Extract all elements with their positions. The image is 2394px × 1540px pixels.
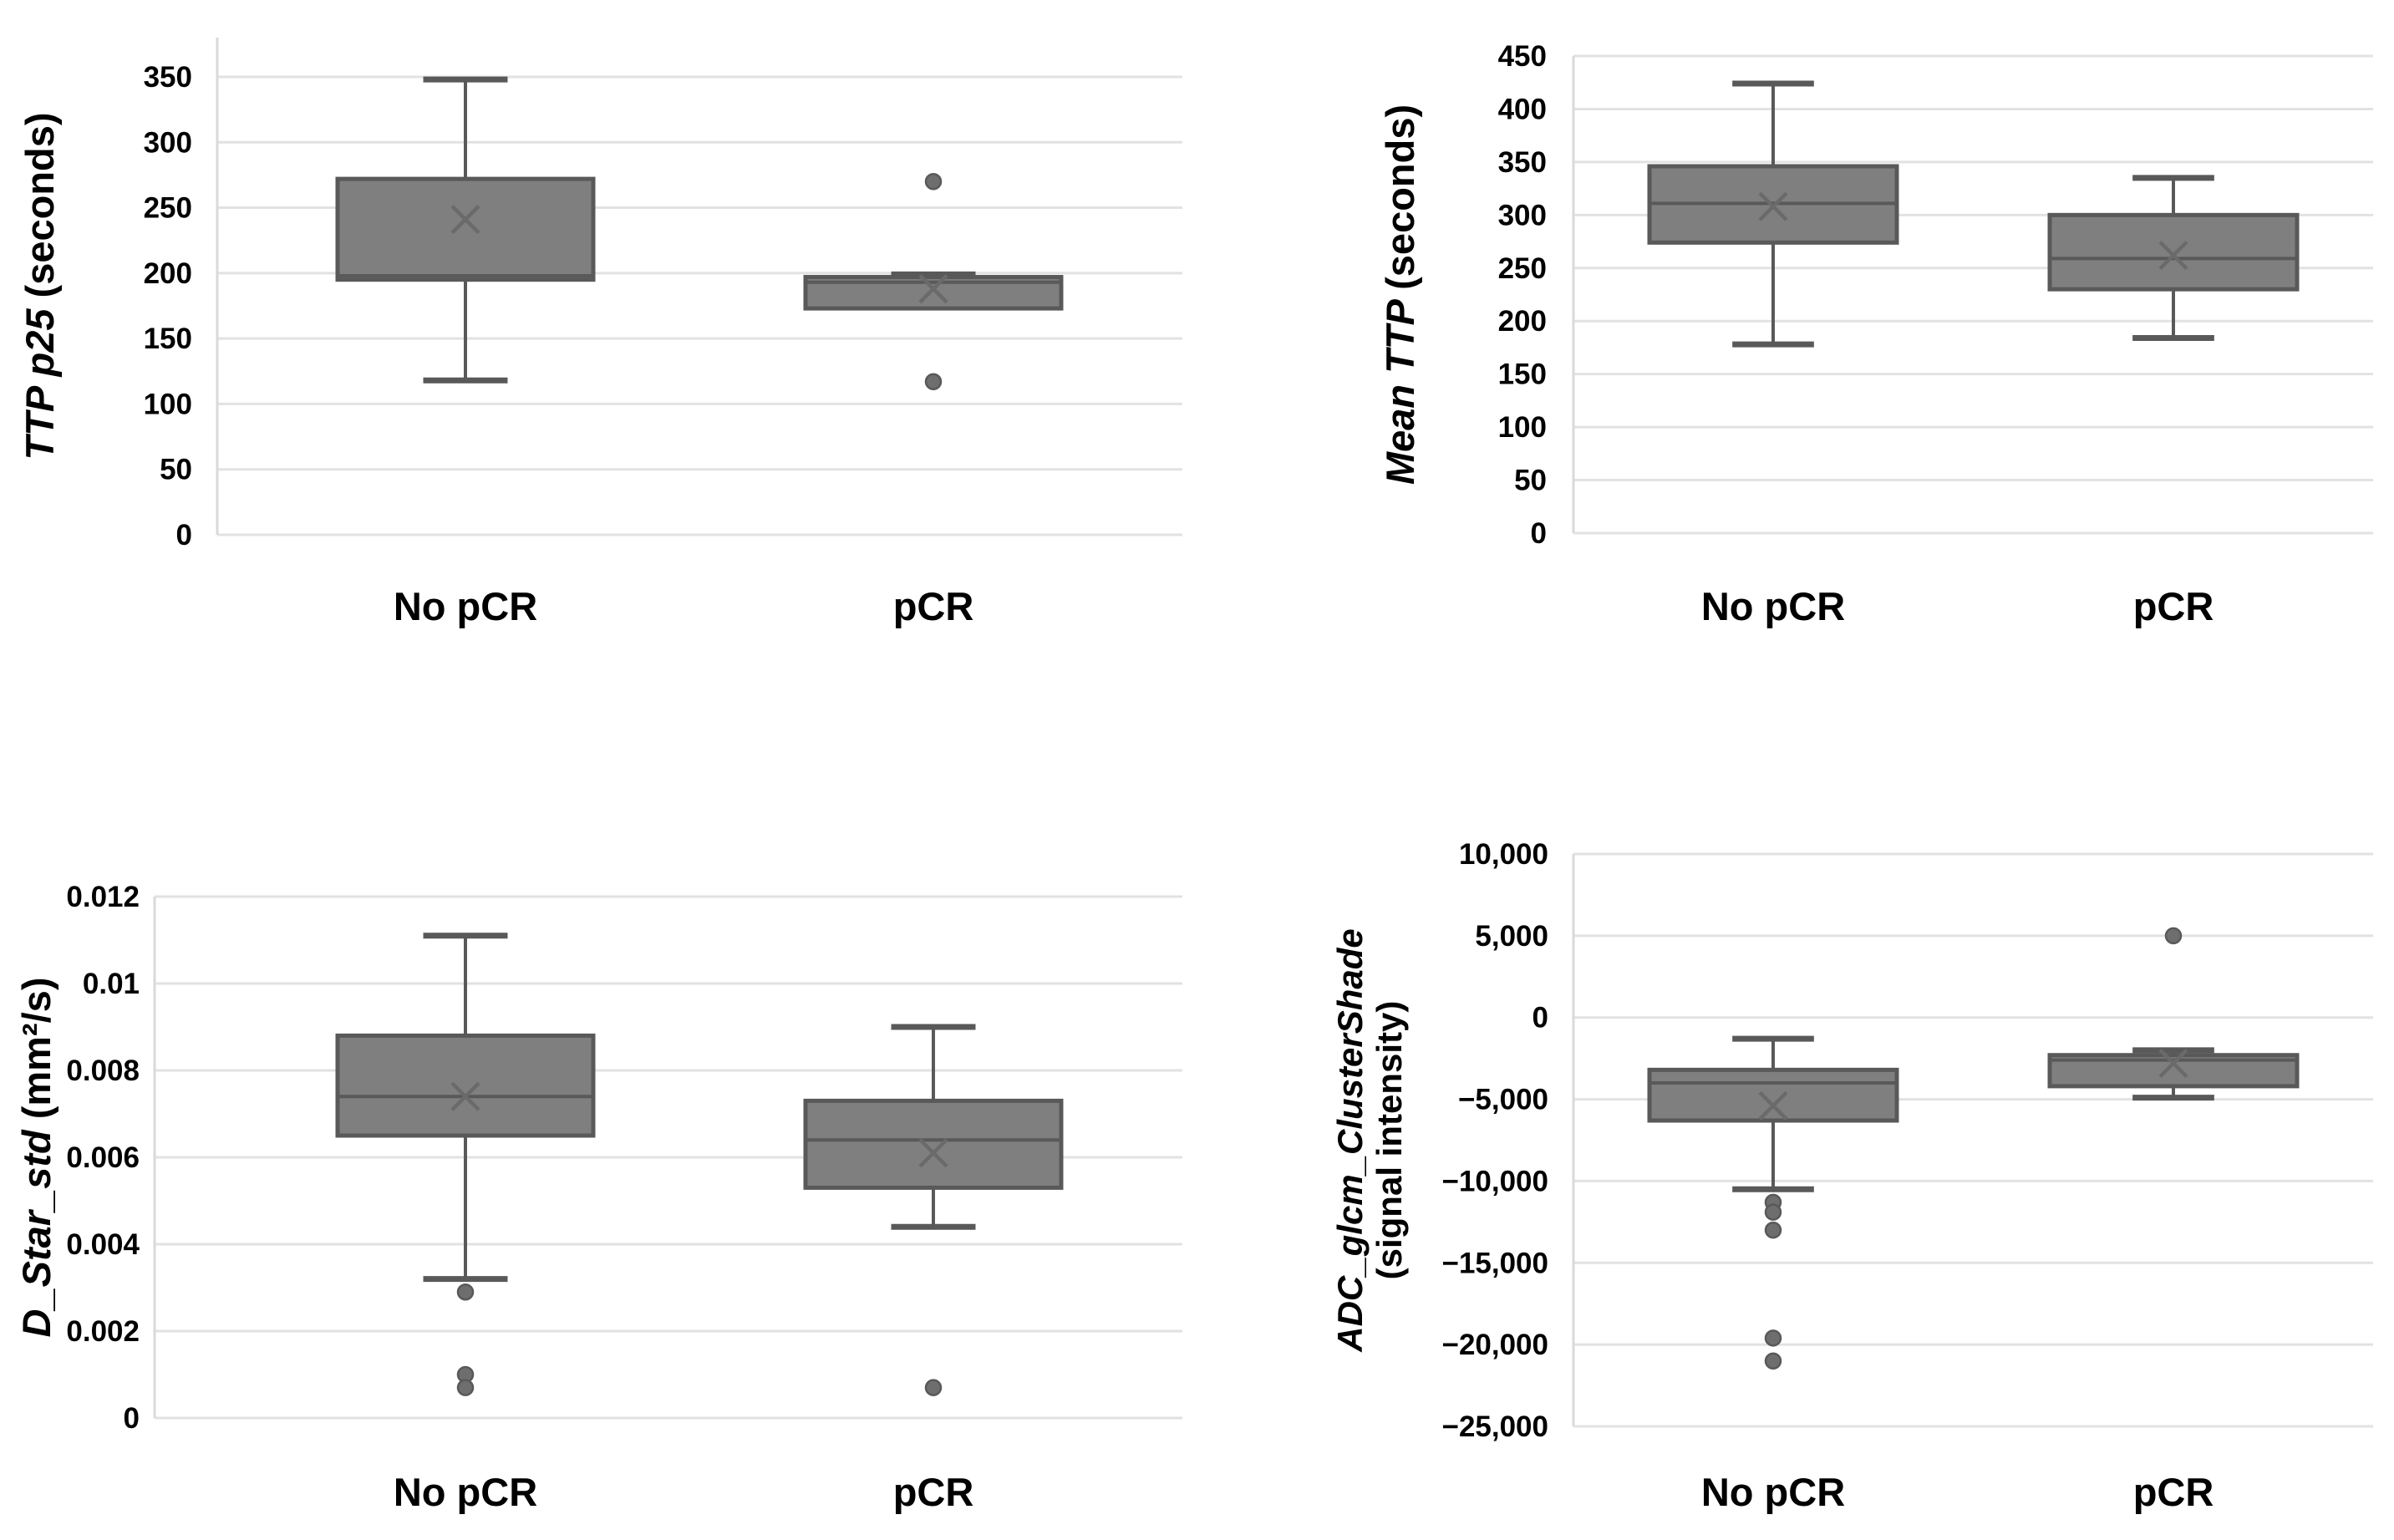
- y-tick-label: 100: [144, 388, 192, 420]
- y-tick-label: 10,000: [1459, 838, 1548, 871]
- y-axis-label: ADC_glcm_ClusterShade: [1330, 928, 1370, 1352]
- y-tick-label: −5,000: [1458, 1084, 1548, 1116]
- outlier-point: [456, 1379, 475, 1396]
- box-pcr: [2047, 212, 2300, 292]
- outlier-point: [1764, 1352, 1782, 1370]
- y-axis-label: Mean TTP (seconds): [1378, 104, 1422, 485]
- box-no-pcr: [335, 176, 596, 282]
- y-tick-label: 250: [1498, 252, 1547, 285]
- box-no-pcr: [1647, 1067, 1899, 1123]
- y-tick-label: −15,000: [1442, 1247, 1549, 1279]
- outlier-point: [2164, 927, 2183, 945]
- outlier-point: [924, 373, 943, 391]
- y-tick-label: 450: [1498, 40, 1547, 73]
- mean-marker: [918, 274, 948, 304]
- category-label-no-pcr: No pCR: [1701, 584, 1845, 628]
- y-tick-label: 0: [1531, 517, 1547, 550]
- category-label-no-pcr: No pCR: [394, 584, 537, 628]
- y-tick-label: −10,000: [1442, 1165, 1549, 1197]
- y-tick-label: 0: [176, 519, 192, 551]
- box-pcr: [803, 1098, 1064, 1190]
- y-tick-label: 300: [144, 126, 192, 159]
- category-label-no-pcr: No pCR: [394, 1470, 537, 1514]
- y-tick-label: 150: [1498, 358, 1547, 391]
- category-label-no-pcr: No pCR: [1701, 1470, 1845, 1514]
- box-no-pcr: [335, 1033, 596, 1138]
- mean-marker: [2158, 1048, 2188, 1079]
- y-tick-label: 100: [1498, 411, 1547, 444]
- y-tick-label: 0.004: [66, 1228, 140, 1261]
- chart-canvas-adc-glcm-clustershade: 10,000 5,000 0 −5,000 −10,000 −15,000 −20,000 −…: [1330, 838, 2373, 1514]
- category-label-pcr: pCR: [2133, 584, 2214, 628]
- y-tick-label: 200: [144, 257, 192, 290]
- category-label-pcr: pCR: [2133, 1470, 2214, 1514]
- chart-adc-glcm-clustershade: 10,000 5,000 0 −5,000 −10,000 −15,000 −20,000 −…: [1237, 769, 2394, 1540]
- chart-mean-ttp: 0 50 100 150 200 250 300 350 400 450 No pCR pCR Mean…: [1237, 0, 2394, 769]
- y-tick-label: 0.002: [66, 1315, 140, 1348]
- y-tick-label: 0: [1532, 1002, 1548, 1034]
- category-label-pcr: pCR: [893, 1470, 974, 1514]
- y-tick-label: 0.006: [66, 1141, 140, 1174]
- y-tick-label: 0.012: [66, 881, 140, 913]
- y-tick-label: 150: [144, 323, 192, 355]
- y-tick-label: 0.01: [83, 968, 140, 1000]
- y-tick-label: −25,000: [1442, 1410, 1549, 1443]
- chart-canvas-ttp-p25: 0 50 100 150 200 250 300 350 No pCR pCR TTP p25 (s…: [18, 38, 1182, 628]
- y-tick-label: −20,000: [1442, 1329, 1549, 1361]
- y-tick-label: 0: [124, 1402, 140, 1435]
- outlier-point: [924, 172, 943, 191]
- y-axis-label-unit: (signal intensity): [1370, 1001, 1409, 1280]
- y-tick-label: 50: [1514, 465, 1547, 497]
- y-tick-label: 250: [144, 192, 192, 225]
- outlier-point: [1764, 1203, 1782, 1221]
- mean-marker: [450, 205, 480, 235]
- y-tick-label: 350: [144, 61, 192, 94]
- y-tick-label: 200: [1498, 305, 1547, 338]
- y-tick-label: 350: [1498, 146, 1547, 179]
- y-tick-label: 50: [160, 454, 192, 486]
- mean-marker: [1758, 1090, 1788, 1121]
- y-tick-label: 400: [1498, 93, 1547, 125]
- outlier-point: [456, 1283, 475, 1301]
- chart-d-star-std: 0 0.002 0.004 0.006 0.008 0.01 0.012 No pCR pCR D…: [0, 769, 1237, 1540]
- y-tick-label: 5,000: [1475, 920, 1548, 953]
- y-axis-label: TTP p25 (seconds): [18, 112, 62, 460]
- chart-ttp-p25: 0 50 100 150 200 250 300 350 No pCR pCR TTP p25 (s…: [0, 0, 1237, 769]
- chart-canvas-d-star-std: 0 0.002 0.004 0.006 0.008 0.01 0.012 No pCR pCR D…: [14, 881, 1182, 1514]
- chart-canvas-mean-ttp: 0 50 100 150 200 250 300 350 400 450 No pCR pCR Mean…: [1378, 40, 2373, 628]
- outlier-point: [1764, 1329, 1782, 1347]
- y-tick-label: 300: [1498, 199, 1547, 231]
- mean-marker: [1758, 191, 1788, 221]
- outlier-point: [1764, 1221, 1782, 1239]
- mean-marker: [918, 1138, 948, 1168]
- outlier-point: [924, 1379, 943, 1396]
- mean-marker: [450, 1081, 480, 1111]
- y-tick-label: 0.008: [66, 1055, 140, 1087]
- y-axis-label: D_Star_std (mm²/s): [14, 978, 58, 1338]
- category-label-pcr: pCR: [893, 584, 974, 628]
- mean-marker: [2158, 240, 2188, 271]
